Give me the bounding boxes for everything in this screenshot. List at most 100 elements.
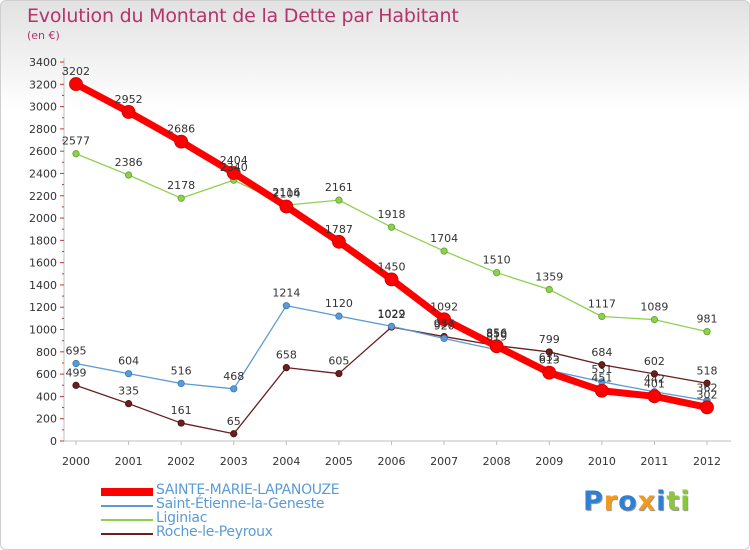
- y-tick-label: 400: [36, 390, 57, 403]
- data-point-saint-etienne-la-geneste: [335, 312, 343, 320]
- data-point-saint-etienne-la-geneste: [124, 370, 133, 378]
- data-point-sainte-marie-lapanouze: [647, 389, 662, 404]
- data-point-roche-le-peyroux: [545, 348, 553, 356]
- data-label-liginiac: 2178: [167, 179, 195, 192]
- data-label-sainte-marie-lapanouze: 850: [486, 327, 507, 340]
- data-point-liginiac: [335, 196, 343, 204]
- data-point-liginiac: [650, 316, 659, 324]
- data-label-roche-le-peyroux: 335: [118, 385, 139, 398]
- data-label-saint-etienne-la-geneste: 362: [697, 382, 718, 395]
- legend-label-liginiac: Liginiac: [156, 510, 208, 526]
- data-point-sainte-marie-lapanouze: [700, 400, 714, 415]
- x-tick-label: 2002: [167, 455, 195, 468]
- y-tick-label: 200: [36, 413, 57, 426]
- data-label-saint-etienne-la-geneste: 604: [118, 355, 139, 368]
- data-label-saint-etienne-la-geneste: 695: [66, 345, 87, 358]
- data-point-roche-le-peyroux: [72, 381, 80, 389]
- data-label-sainte-marie-lapanouze: 613: [539, 354, 560, 367]
- data-label-roche-le-peyroux: 161: [171, 404, 192, 417]
- data-point-sainte-marie-lapanouze: [69, 77, 83, 91]
- data-point-liginiac: [598, 312, 606, 321]
- data-point-saint-etienne-la-geneste: [177, 379, 185, 388]
- x-tick-label: 2001: [115, 455, 143, 468]
- data-label-saint-etienne-la-geneste: 635: [539, 351, 560, 364]
- line-chart: 0 200 400 600 800 1000 1200 1400 1600 1800 2000 220…: [29, 56, 731, 468]
- data-label-saint-etienne-la-geneste: 920: [434, 319, 455, 332]
- data-point-liginiac: [177, 194, 185, 202]
- data-point-sainte-marie-lapanouze: [542, 365, 557, 380]
- x-tick-label: 2008: [483, 455, 511, 468]
- logo-letter: P: [583, 486, 604, 517]
- x-tick-label: 2004: [272, 455, 300, 468]
- y-tick-label: 0: [50, 435, 57, 448]
- x-tick-label: 2011: [640, 455, 668, 468]
- data-label-saint-etienne-la-geneste: 516: [171, 364, 192, 377]
- data-label-roche-le-peyroux: 799: [539, 333, 560, 346]
- legend-swatch-roche: [101, 533, 153, 535]
- data-label-sainte-marie-lapanouze: 2686: [167, 123, 195, 136]
- data-label-saint-etienne-la-geneste: 1214: [272, 287, 300, 300]
- data-point-sainte-marie-lapanouze: [226, 166, 241, 180]
- data-point-roche-le-peyroux: [703, 379, 711, 387]
- x-tick-label: 2006: [378, 455, 406, 468]
- logo-letter: o: [618, 486, 638, 517]
- data-label-sainte-marie-lapanouze: 1092: [430, 300, 458, 313]
- data-label-sainte-marie-lapanouze: 451: [591, 372, 612, 385]
- x-tick-label: 2010: [588, 455, 616, 468]
- y-tick-label: 1400: [29, 279, 57, 292]
- y-tick-label: 800: [36, 346, 57, 359]
- logo-letter: t: [666, 486, 681, 517]
- data-label-saint-etienne-la-geneste: 1120: [325, 297, 353, 310]
- x-tick-label: 2000: [62, 455, 90, 468]
- chart-title: Evolution du Montant de la Dette par Hab…: [27, 5, 459, 27]
- x-tick-label: 2003: [220, 455, 248, 468]
- data-label-sainte-marie-lapanouze: 2952: [115, 93, 143, 106]
- y-tick-label: 3400: [29, 56, 57, 69]
- data-label-sainte-marie-lapanouze: 1450: [378, 260, 406, 273]
- data-label-roche-le-peyroux: 684: [591, 346, 612, 359]
- data-label-sainte-marie-lapanouze: 3202: [62, 65, 90, 78]
- legend-swatch-saint-etienne: [101, 505, 153, 507]
- data-label-liginiac: 1918: [378, 208, 406, 221]
- data-point-liginiac: [440, 247, 448, 255]
- data-label-roche-le-peyroux: 856: [486, 327, 507, 340]
- y-tick-label: 3000: [29, 101, 57, 114]
- y-tick-label: 2000: [29, 212, 57, 225]
- data-label-saint-etienne-la-geneste: 819: [486, 331, 507, 344]
- data-label-liginiac: 1359: [535, 271, 563, 284]
- data-label-roche-le-peyroux: 1022: [378, 308, 406, 321]
- x-tick-label: 2007: [430, 455, 458, 468]
- data-point-sainte-marie-lapanouze: [332, 234, 346, 249]
- data-label-sainte-marie-lapanouze: 401: [644, 377, 665, 390]
- y-tick-label: 2400: [29, 167, 57, 180]
- data-point-liginiac: [703, 328, 711, 336]
- data-label-sainte-marie-lapanouze: 1787: [325, 223, 353, 236]
- data-label-roche-le-peyroux: 65: [227, 415, 241, 428]
- legend-swatch-liginiac: [101, 519, 153, 521]
- y-tick-label: 2200: [29, 190, 57, 203]
- logo-letter: i: [656, 486, 667, 517]
- data-label-roche-le-peyroux: 658: [276, 349, 297, 362]
- logo-letter: i: [680, 486, 691, 517]
- data-point-liginiac: [72, 150, 80, 158]
- data-point-roche-le-peyroux: [650, 370, 659, 378]
- data-label-saint-etienne-la-geneste: 531: [591, 363, 612, 376]
- y-tick-label: 2600: [29, 145, 57, 158]
- y-tick-label: 1600: [29, 257, 57, 270]
- data-label-roche-le-peyroux: 518: [697, 364, 718, 377]
- y-tick-label: 600: [36, 368, 57, 381]
- data-label-sainte-marie-lapanouze: 302: [697, 388, 718, 401]
- data-label-liginiac: 1117: [588, 297, 616, 310]
- y-tick-label: 1000: [29, 324, 57, 337]
- data-point-sainte-marie-lapanouze: [437, 312, 451, 327]
- data-label-liginiac: 981: [697, 313, 718, 326]
- data-point-roche-le-peyroux: [230, 430, 238, 438]
- x-tick-label: 2005: [325, 455, 353, 468]
- data-point-sainte-marie-lapanouze: [594, 383, 609, 398]
- proxiti-logo: Proxiti: [583, 486, 691, 517]
- legend-label-roche: Roche-le-Peyroux: [156, 524, 273, 540]
- data-point-saint-etienne-la-geneste: [72, 359, 80, 368]
- data-point-sainte-marie-lapanouze: [489, 339, 504, 354]
- data-point-roche-le-peyroux: [282, 364, 290, 372]
- x-tick-label: 2009: [535, 455, 563, 468]
